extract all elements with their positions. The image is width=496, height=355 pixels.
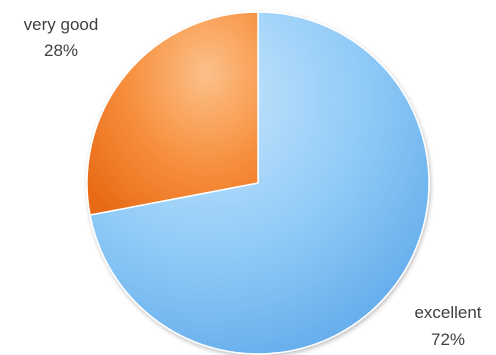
pie-slices (86, 11, 430, 355)
slice-label-very-good-name: very good (24, 15, 99, 34)
slice-excellent (89, 11, 430, 355)
data-label-very-good: very good 28% (24, 15, 99, 60)
data-label-excellent: excellent 72% (414, 303, 481, 349)
slice-label-excellent-name: excellent (414, 303, 481, 322)
slice-label-very-good-value: 28% (44, 41, 78, 60)
slice-very-good (86, 11, 259, 216)
slice-label-excellent-value: 72% (431, 330, 465, 349)
